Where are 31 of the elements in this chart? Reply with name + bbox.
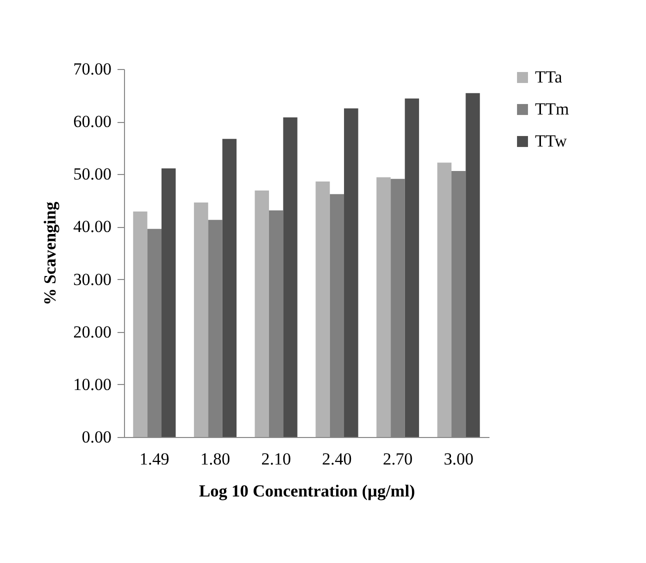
y-tick-label: 10.00 — [73, 374, 112, 394]
bar — [133, 211, 148, 437]
legend-label: TTw — [535, 132, 568, 150]
bar — [316, 182, 330, 437]
x-tick-label: 2.10 — [261, 450, 291, 468]
bar — [162, 168, 176, 437]
bar — [194, 202, 208, 437]
y-axis-title: % Scavenging — [40, 201, 60, 306]
x-tick-label: 2.70 — [382, 450, 413, 468]
bar — [376, 177, 391, 437]
bar — [222, 138, 237, 437]
bar — [283, 117, 298, 437]
y-tick-label: 60.00 — [73, 112, 112, 132]
bar — [344, 108, 358, 437]
y-tick-label: 70.00 — [73, 60, 112, 78]
x-tick-label: 2.40 — [322, 450, 352, 468]
bar — [466, 93, 480, 437]
x-axis-title: Log 10 Concentration (µg/ml) — [198, 482, 416, 500]
bar — [437, 162, 452, 437]
legend-label: TTa — [535, 68, 563, 86]
y-tick-label: 30.00 — [73, 270, 112, 289]
bar — [404, 98, 420, 437]
y-tick-label: 40.00 — [73, 217, 112, 236]
x-tick-label: 1.49 — [140, 450, 170, 468]
legend-label: TTm — [535, 100, 569, 118]
y-tick-label: 0.00 — [82, 428, 112, 446]
x-tick-label: 3.00 — [444, 450, 474, 468]
bar — [254, 190, 269, 437]
y-tick-label: 50.00 — [73, 164, 112, 184]
x-tick-label: 1.80 — [200, 450, 230, 468]
y-tick-label: 20.00 — [73, 322, 112, 342]
